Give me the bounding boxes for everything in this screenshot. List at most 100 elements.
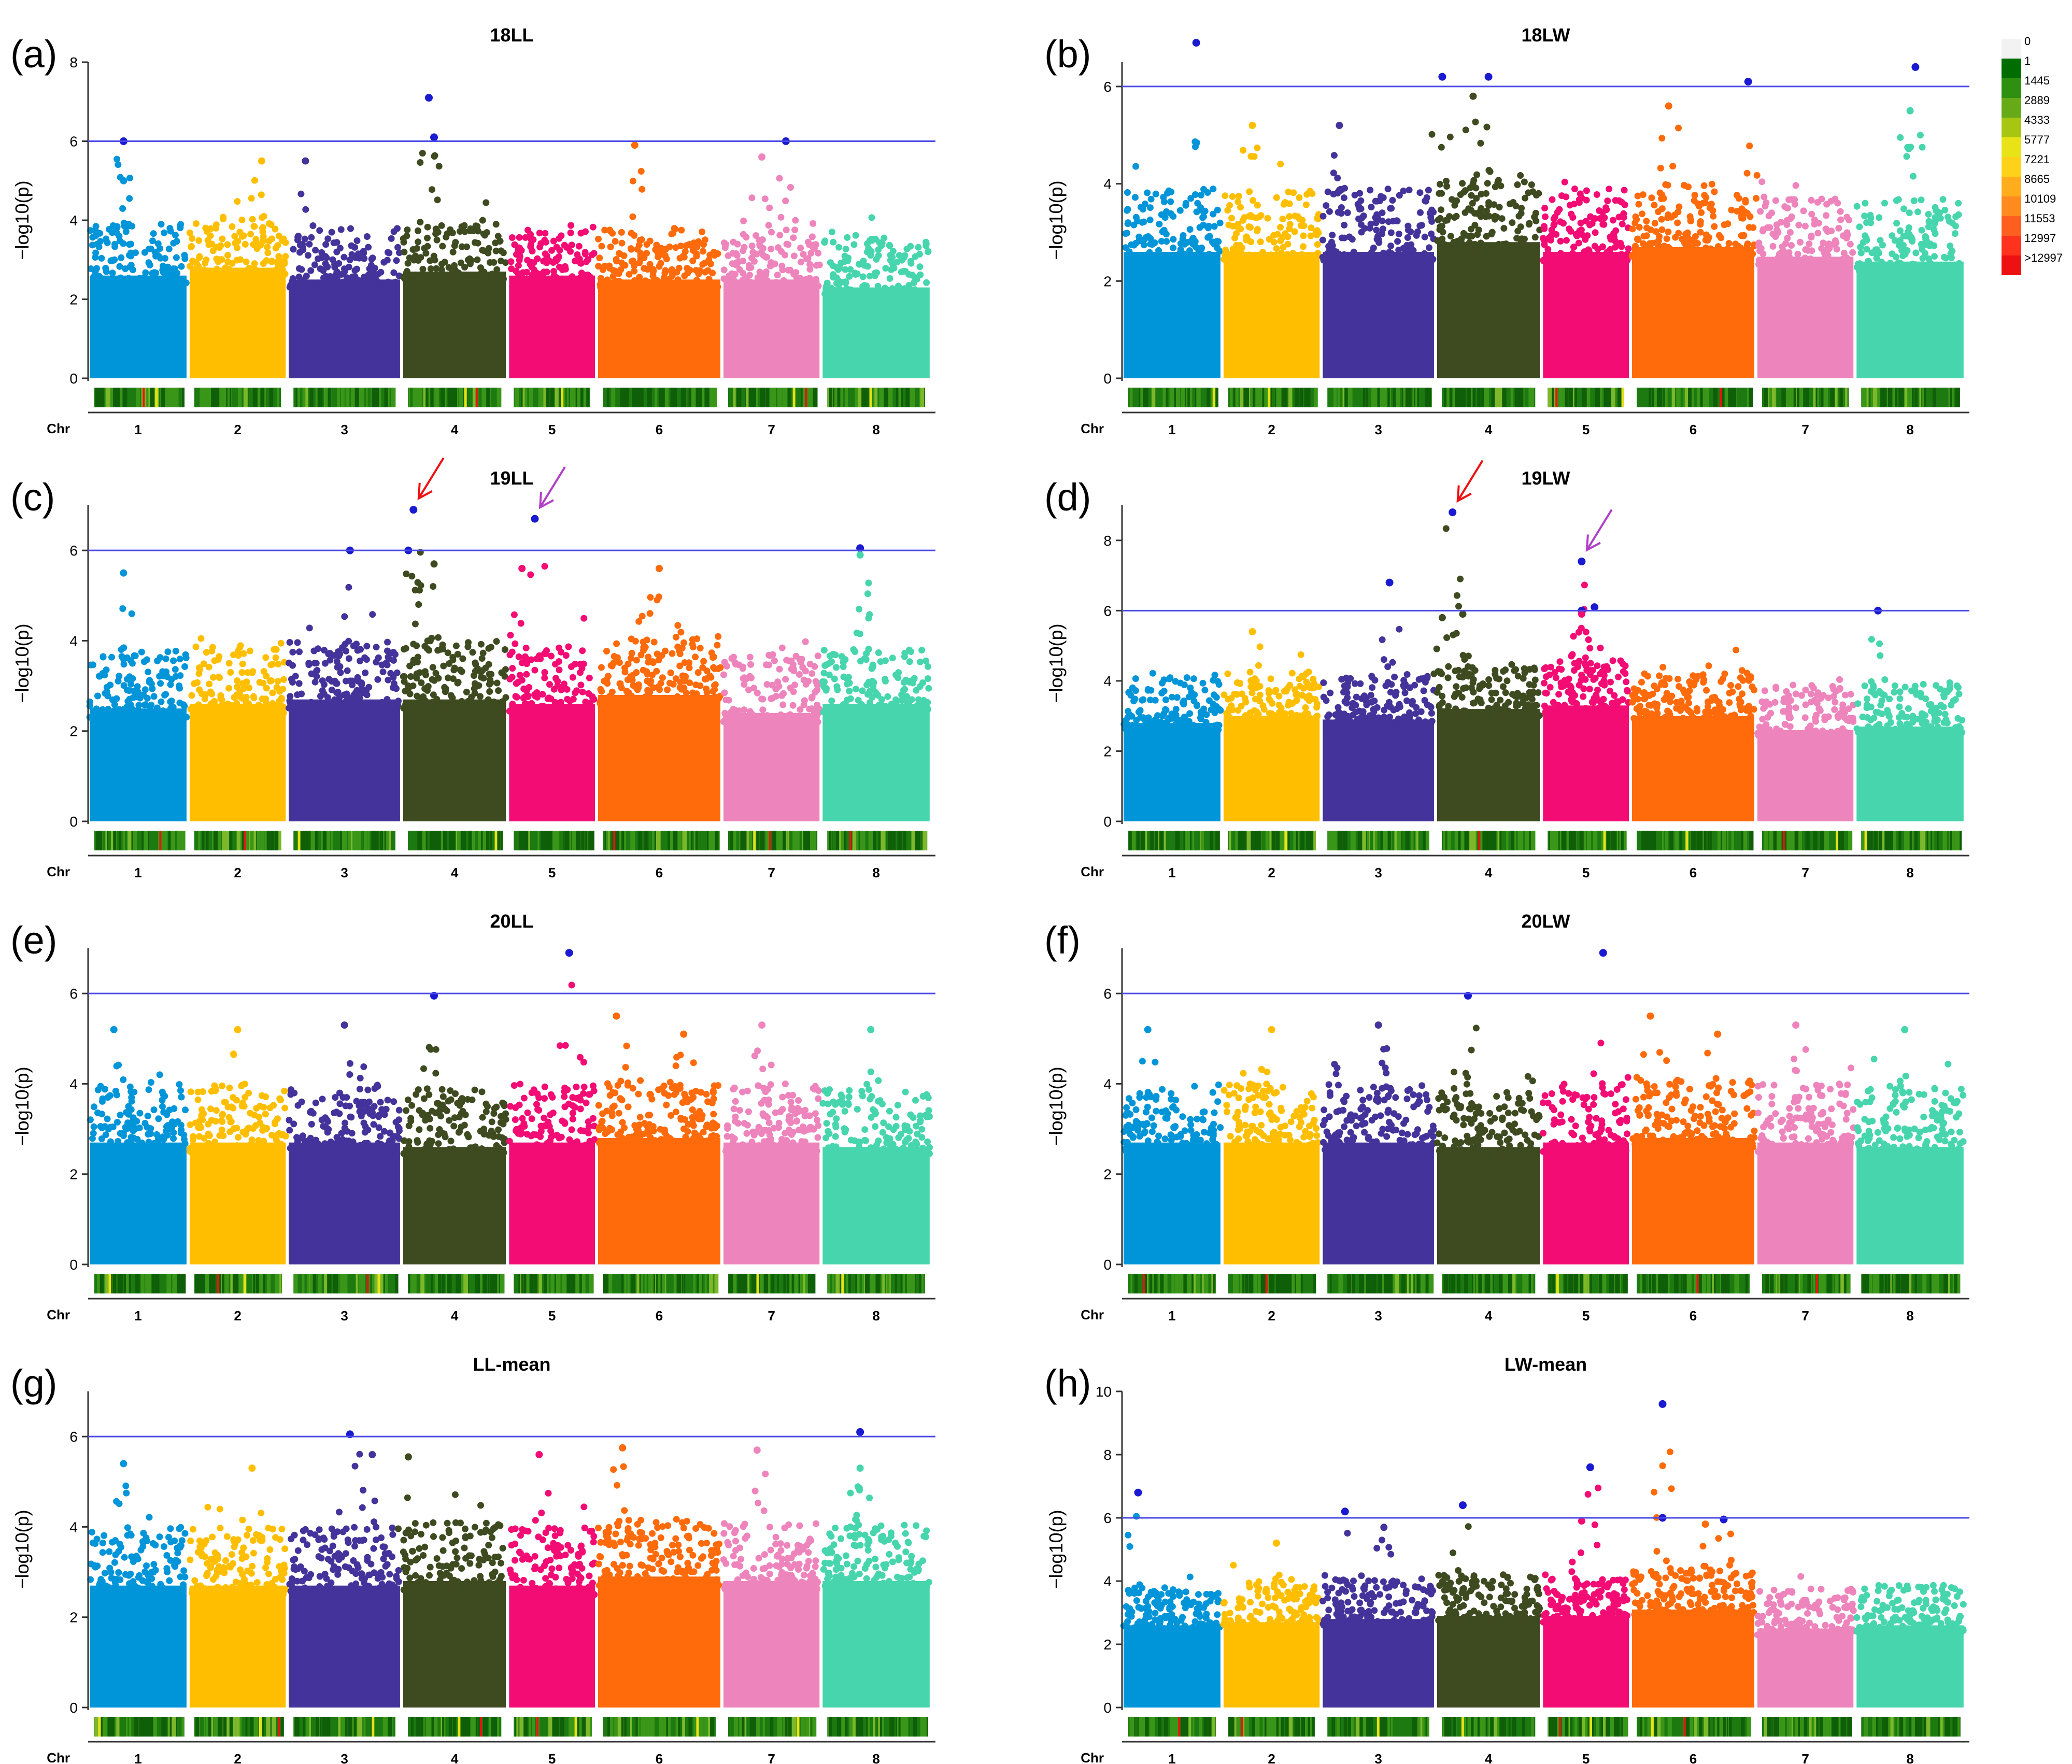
chr-tick-label: 6 [656,865,663,880]
snp-point [597,698,604,705]
snp-point [360,249,367,257]
snp-point [1745,224,1753,231]
density-stripe [862,388,866,407]
snp-point [917,658,924,665]
snp-point [1335,209,1342,216]
density-stripe [1151,388,1156,407]
snp-point [122,276,130,283]
snp-point [298,266,305,273]
density-stripe [1799,388,1804,407]
snp-point [1358,258,1366,265]
snp-point [207,232,214,239]
density-stripe [733,388,736,407]
snp-point [122,265,129,273]
snp-point [630,700,637,707]
snp-point [269,700,276,707]
snp-point [780,280,787,288]
snp-point [569,674,576,681]
snp-point [1435,217,1442,223]
snp-point [1674,208,1682,216]
snp-point [669,283,676,291]
snp-point [124,676,131,683]
density-stripe [792,388,796,407]
snp-point [402,645,409,652]
snp-point [714,698,721,705]
snp-point [1496,204,1503,211]
snp-point [1473,171,1481,178]
density-stripe [440,388,445,407]
snp-point [1955,200,1962,207]
density-stripe [1250,388,1253,407]
density-stripe [910,388,915,407]
snp-point [311,261,318,268]
snp-point [1372,219,1380,226]
density-stripe [102,388,104,407]
density-stripe [543,831,547,850]
snp-point [251,223,258,230]
snp-point [429,676,436,683]
snp-point [637,255,644,263]
snp-point [895,282,902,290]
snp-point [1500,225,1508,232]
snp-point [1502,244,1509,251]
snp-point [1684,240,1691,248]
chr-tick-label: 8 [872,865,879,880]
snp-point [804,715,812,722]
density-stripe [482,831,486,850]
snp-point [748,717,755,724]
snp-point [695,238,702,245]
density-stripe [827,388,830,407]
snp-point [317,283,324,290]
density-stripe [422,831,426,850]
snp-point [256,679,263,686]
snp-point [1599,209,1606,216]
density-stripe [1713,388,1718,407]
density-stripe [590,831,594,850]
chr-tick-label: 7 [1801,422,1809,437]
snp-point [570,695,577,703]
density-stripe [1230,388,1233,407]
snp-point [1877,267,1884,275]
density-stripe [695,831,698,850]
snp-point [434,701,442,708]
snp-point [1856,267,1864,275]
snp-point [424,234,431,241]
snp-point [871,272,878,279]
snp-point [474,256,481,263]
snp-point [247,231,254,238]
density-stripe [113,831,116,850]
snp-point [865,579,872,587]
snp-point [471,690,478,697]
snp-point [1330,152,1338,159]
snp-point [1161,214,1169,221]
snp-point [501,646,508,653]
snp-point [609,273,617,280]
snp-point [625,281,632,289]
snp-point [272,654,279,661]
snp-point [1360,212,1367,219]
snp-point [478,655,486,662]
snp-point [1929,265,1936,273]
snp-point [1323,202,1330,209]
snp-point [1918,196,1925,204]
snp-point [254,704,261,712]
snp-point [510,611,518,618]
snp-point [1658,135,1666,142]
density-stripe [619,831,621,850]
snp-point [360,279,367,286]
snp-point [1563,237,1570,244]
snp-point [1368,204,1375,210]
snp-point [1918,226,1925,234]
snp-point [1593,191,1600,198]
snp-point [420,271,428,278]
snp-point [347,225,354,232]
density-stripe [366,388,368,407]
snp-point [330,703,337,710]
snp-point [841,258,848,265]
snp-point [522,234,529,241]
snp-point [613,258,620,265]
density-stripe [1877,388,1880,407]
snp-point [1919,144,1926,151]
snp-point [272,225,279,233]
